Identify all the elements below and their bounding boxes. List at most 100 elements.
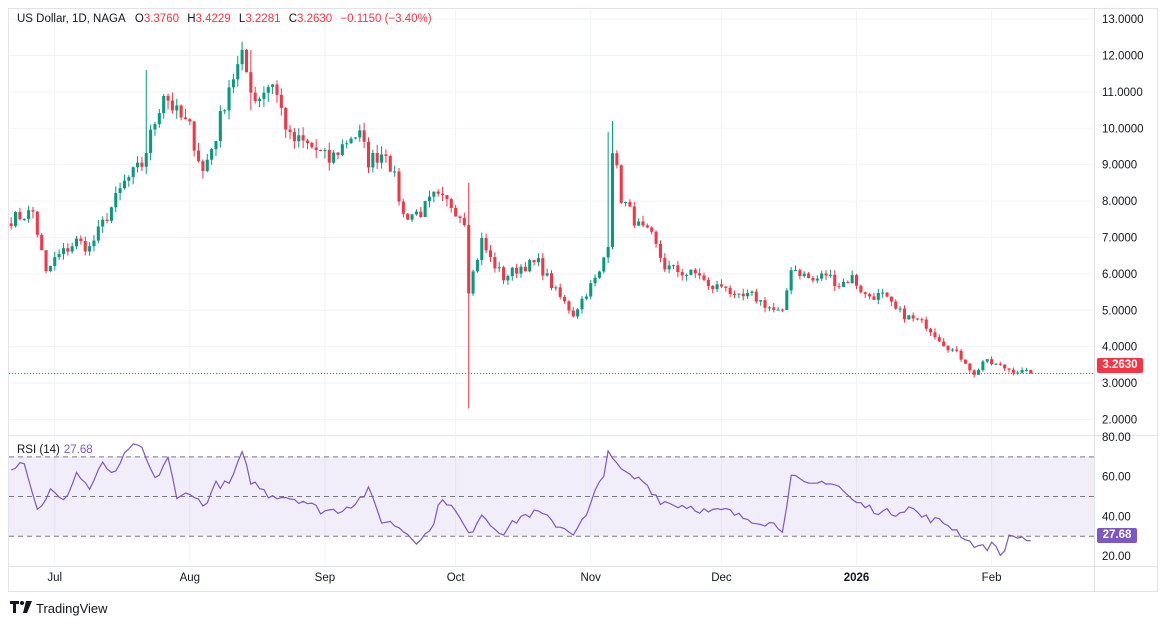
candle-body (127, 177, 131, 181)
candle-body (706, 279, 710, 287)
candle-body (183, 117, 188, 120)
candle-body (528, 260, 532, 272)
rsi-band (9, 456, 1094, 537)
candle-body (345, 143, 349, 145)
candle-body (955, 349, 959, 351)
rsi-legend[interactable]: RSI (14) 27.68 (17, 444, 93, 456)
candle-body (510, 267, 514, 277)
candle-body (149, 129, 153, 153)
rsi-series-line (10, 443, 1031, 557)
candle-body (558, 287, 562, 297)
candle-body (240, 49, 244, 65)
candle-body (946, 346, 950, 351)
candle-body (397, 171, 401, 202)
candle-body (576, 309, 580, 317)
candle-body (628, 202, 632, 207)
candle-body (271, 84, 275, 88)
price-tick-label: 12.0000 (1102, 50, 1144, 62)
candle-body (589, 283, 593, 297)
rsi-tick-label: 40.00 (1102, 511, 1131, 523)
candle-body (266, 87, 270, 93)
candle-body (950, 349, 954, 351)
tradingview-logo[interactable]: TradingView (10, 600, 108, 616)
candle-body (488, 250, 493, 258)
candle-body (859, 285, 863, 293)
candle-body (458, 216, 462, 218)
candle-body (754, 291, 758, 302)
candle-body (981, 361, 985, 371)
candle-body (75, 238, 79, 247)
candle-body (619, 165, 623, 203)
candle-body (567, 301, 571, 311)
candle-body (327, 150, 331, 163)
candle-body (53, 257, 57, 267)
candle-body (236, 64, 240, 80)
candle-body (358, 130, 362, 138)
candle-body (101, 219, 105, 227)
candle-body (571, 310, 575, 317)
rsi-label: RSI (14) (17, 444, 60, 456)
candle-body (336, 152, 340, 156)
candle-body (401, 201, 405, 214)
candle-body (968, 363, 972, 371)
symbol-label[interactable]: US Dollar, 1D, NAGA (17, 13, 126, 25)
candle-body (732, 293, 737, 295)
candle-body (79, 238, 83, 242)
candle-body (523, 266, 527, 272)
candle-body (998, 363, 1002, 365)
candle-body (201, 161, 205, 171)
price-tick-label: 4.0000 (1102, 342, 1137, 354)
candle-body (824, 273, 828, 276)
candle-body (275, 84, 279, 95)
candle-body (244, 49, 249, 73)
ohlc-legend: US Dollar, 1D, NAGA O3.3760 H3.4229 L3.2… (17, 13, 437, 25)
candle-body (780, 309, 784, 311)
candle-body (253, 92, 257, 102)
candle-body (902, 308, 906, 320)
candle-body (214, 141, 218, 150)
price-tick-label: 13.0000 (1102, 14, 1144, 26)
candle-body (894, 301, 898, 309)
time-tick-label: Oct (447, 572, 466, 584)
candle-body (475, 260, 479, 272)
rsi-line (10, 443, 1031, 557)
candle-body (881, 292, 885, 294)
candle-body (319, 150, 323, 152)
candle-body (92, 240, 96, 247)
candle-body (366, 141, 371, 168)
candle-body (157, 113, 161, 125)
candle-body (83, 241, 87, 252)
candle-body (1007, 368, 1011, 370)
candle-body (615, 153, 619, 166)
candle-body (210, 149, 214, 160)
candle-body (423, 201, 427, 218)
candle-body (197, 150, 201, 162)
candle-body (580, 298, 584, 310)
candle-body (802, 273, 806, 277)
candle-body (606, 246, 610, 258)
close-value: 3.2630 (297, 13, 333, 25)
candle-body (162, 95, 166, 114)
price-tick-label: 5.0000 (1102, 305, 1137, 317)
candle-body (258, 98, 262, 102)
candle-body (262, 92, 266, 99)
candle-body (641, 221, 645, 226)
candle-body (410, 214, 414, 220)
price-tick-label: 9.0000 (1102, 160, 1137, 172)
candle-body (22, 218, 26, 220)
open-value: 3.3760 (143, 13, 179, 25)
price-tick-label: 7.0000 (1102, 232, 1137, 244)
candle-body (563, 296, 567, 302)
candle-body (828, 274, 832, 276)
candle-body (776, 309, 780, 311)
candle-body (467, 225, 471, 294)
candle-body (170, 100, 174, 111)
chart-frame (8, 8, 1158, 592)
candle-body (536, 258, 540, 263)
candle-body (223, 110, 227, 112)
candle-body (18, 212, 22, 220)
high-value: 3.4229 (195, 13, 231, 25)
candle-body (549, 273, 554, 289)
candle-body (166, 95, 170, 101)
